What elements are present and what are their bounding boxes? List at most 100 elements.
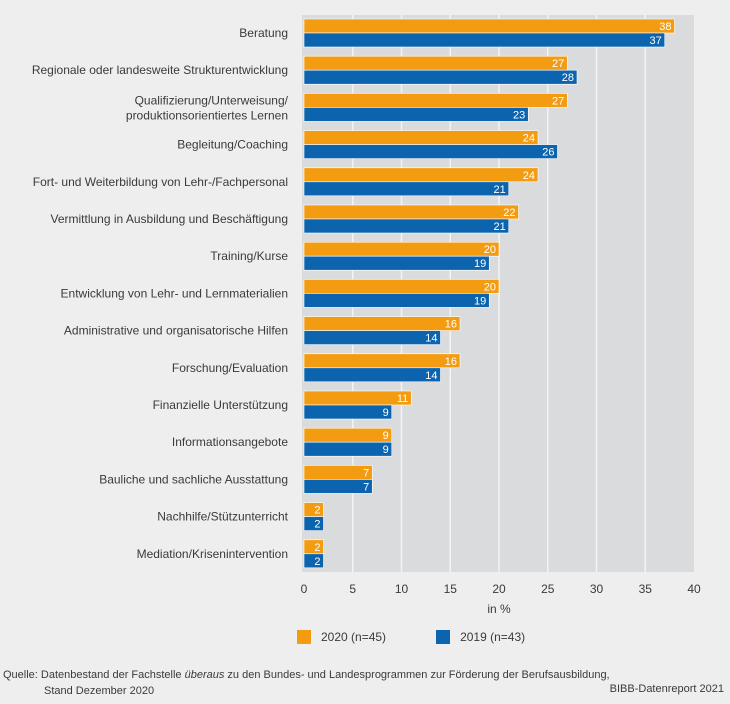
bar-2020 [303, 279, 500, 294]
value-label: 19 [474, 258, 486, 270]
category-label: Informationsangebote [172, 435, 288, 449]
bar-2019 [303, 404, 393, 420]
bar-2019 [303, 255, 490, 271]
bar-2019 [303, 107, 529, 122]
value-label: 16 [445, 356, 457, 368]
bar-2020 [303, 130, 539, 145]
category-label: Beratung [239, 26, 288, 40]
x-tick-label: 35 [639, 582, 653, 596]
value-label: 11 [397, 393, 408, 405]
x-tick-label: 25 [541, 582, 555, 596]
bar-2019 [303, 144, 558, 159]
value-label: 14 [425, 333, 437, 345]
bar-2020 [303, 353, 461, 369]
bar-2019 [303, 367, 441, 383]
category-label: Bauliche und sachliche Ausstattung [99, 472, 288, 486]
source-line-2: Stand Dezember 2020 [44, 685, 155, 697]
value-label: 26 [542, 147, 554, 159]
category-label: Forschung/Evaluation [172, 361, 288, 375]
category-label: Entwicklung von Lehr- und Lernmaterialie… [61, 286, 288, 300]
bar-2020 [303, 18, 675, 34]
bar-2019 [303, 218, 510, 234]
value-label: 37 [650, 35, 662, 47]
value-label: 20 [484, 244, 496, 256]
bar-2020 [303, 55, 568, 71]
x-axis-title: in % [487, 602, 511, 616]
bar-2019 [303, 69, 578, 85]
bar-2019 [303, 330, 441, 345]
bar-chart: 3837272827232426242122212019201916141614… [32, 15, 701, 616]
value-label: 2 [314, 505, 320, 517]
x-tick-label: 15 [444, 582, 458, 596]
value-label: 20 [484, 281, 496, 293]
value-label: 24 [523, 170, 535, 182]
category-label: Begleitung/Coaching [177, 138, 288, 152]
source-line-1: Quelle: Datenbestand der Fachstelle über… [3, 667, 610, 683]
value-label: 27 [552, 95, 564, 107]
bar-2020 [303, 167, 539, 183]
category-label: Fort- und Weiterbildung von Lehr-/Fachpe… [33, 175, 288, 189]
value-label: 19 [474, 295, 486, 307]
bar-2019 [303, 553, 324, 569]
value-label: 2 [314, 519, 320, 531]
value-label: 9 [383, 407, 389, 419]
category-label: Training/Kurse [210, 249, 288, 263]
legend-swatch-2020 [297, 630, 311, 644]
value-label: 38 [659, 21, 671, 33]
value-label: 28 [562, 72, 574, 84]
legend-label-2020: 2020 (n=45) [321, 630, 387, 644]
source-emphasis: überaus [184, 669, 225, 681]
bars: 3837272827232426242122212019201916141614… [303, 18, 675, 569]
bar-2019 [303, 441, 393, 457]
x-tick-labels: 0 5 10 15 20 25 30 35 40 [301, 582, 701, 596]
x-tick-label: 30 [590, 582, 604, 596]
value-label: 24 [523, 133, 535, 145]
value-label: 21 [494, 221, 506, 233]
value-label: 14 [425, 370, 437, 382]
bar-2020 [303, 465, 373, 480]
bar-2020 [303, 427, 393, 443]
source-note: Quelle: Datenbestand der Fachstelle über… [3, 667, 610, 699]
source-suffix: zu den Bundes- und Landesprogrammen zur … [224, 669, 610, 681]
bar-2019 [303, 181, 510, 197]
category-labels: Beratung Regionale oder landesweite Struk… [32, 26, 289, 561]
bar-2019 [303, 479, 373, 494]
category-label: Administrative und organisatorische Hilf… [64, 324, 288, 338]
value-label: 2 [314, 556, 320, 568]
value-label: 7 [363, 467, 369, 479]
category-label: Regionale oder landesweite Strukturentwi… [32, 63, 288, 77]
value-label: 16 [445, 319, 457, 331]
bar-2019 [303, 32, 666, 48]
value-label: 21 [494, 184, 506, 196]
legend: 2020 (n=45) 2019 (n=43) [297, 630, 575, 644]
legend-item-2019: 2019 (n=43) [436, 630, 525, 644]
legend-label-2019: 2019 (n=43) [460, 630, 526, 644]
credit: BIBB-Datenreport 2021 [609, 683, 724, 695]
category-label: Qualifizierung/Unterweisung/produktionso… [126, 93, 289, 122]
bar-2020 [303, 93, 568, 108]
legend-item-2020: 2020 (n=45) [297, 630, 386, 644]
source-prefix: Quelle: Datenbestand der Fachstelle [3, 669, 185, 681]
x-tick-label: 0 [301, 582, 308, 596]
value-label: 7 [363, 481, 369, 493]
x-tick-label: 5 [349, 582, 356, 596]
value-label: 9 [383, 444, 389, 456]
legend-swatch-2019 [436, 630, 451, 644]
bar-2019 [303, 293, 490, 308]
bar-2020 [303, 204, 519, 220]
category-label: Vermittlung in Ausbildung und Beschäftig… [51, 212, 289, 226]
category-label: Mediation/Krisenintervention [137, 547, 288, 561]
value-label: 23 [513, 109, 525, 121]
value-label: 9 [383, 430, 389, 442]
bar-2020 [303, 316, 461, 331]
category-label: Nachhilfe/Stützunterricht [157, 510, 288, 524]
x-tick-label: 40 [687, 582, 701, 596]
value-label: 2 [314, 542, 320, 554]
value-label: 22 [503, 207, 515, 219]
bar-2019 [303, 516, 324, 531]
value-label: 27 [552, 58, 564, 70]
x-tick-label: 10 [395, 582, 409, 596]
bar-2020 [303, 241, 500, 257]
bar-2020 [303, 390, 412, 406]
category-label: Finanzielle Unterstützung [153, 398, 288, 412]
